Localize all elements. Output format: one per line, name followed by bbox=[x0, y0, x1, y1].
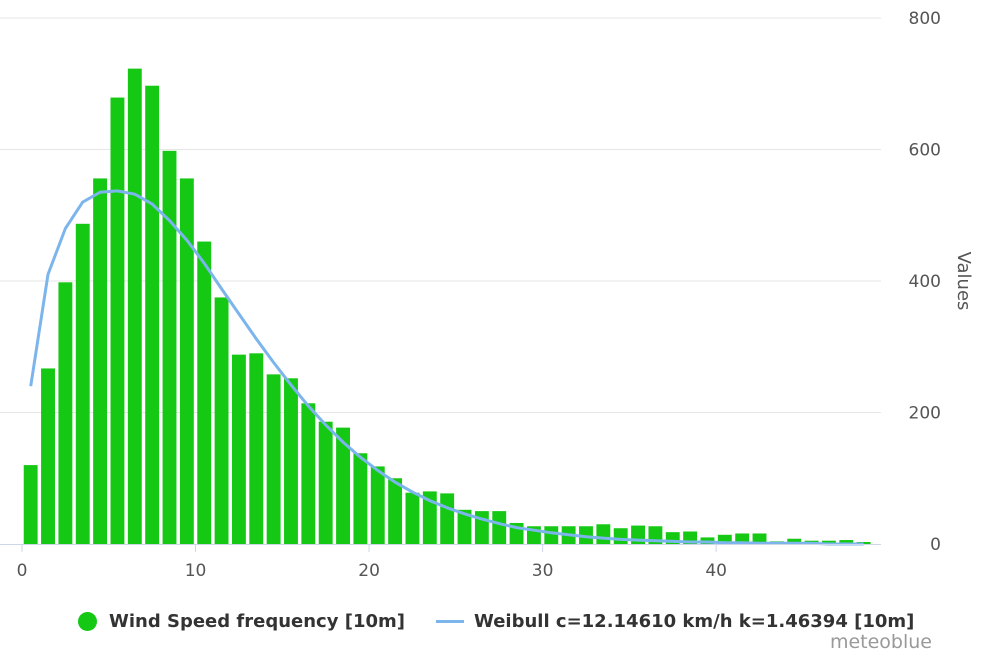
frequency-bar[interactable] bbox=[839, 540, 854, 544]
frequency-bar[interactable] bbox=[388, 478, 403, 544]
frequency-bar[interactable] bbox=[41, 368, 55, 544]
frequency-bar[interactable] bbox=[249, 353, 264, 544]
frequency-bar[interactable] bbox=[127, 68, 142, 544]
y-tick-label: 0 bbox=[930, 535, 941, 555]
y-tick-label: 800 bbox=[909, 9, 941, 29]
y-axis-title: Values bbox=[953, 252, 974, 311]
y-tick-label: 200 bbox=[909, 404, 941, 424]
frequency-bar[interactable] bbox=[596, 524, 611, 544]
frequency-bar[interactable] bbox=[266, 374, 281, 544]
legend-swatch-weibull bbox=[436, 619, 464, 623]
frequency-bar[interactable] bbox=[457, 509, 472, 544]
x-tick-label: 40 bbox=[705, 561, 727, 581]
frequency-bar[interactable] bbox=[752, 533, 767, 544]
frequency-bar[interactable] bbox=[110, 97, 125, 545]
y-tick-label: 400 bbox=[909, 272, 941, 292]
frequency-bar[interactable] bbox=[787, 538, 802, 544]
legend: Wind Speed frequency [10m] Weibull c=12.… bbox=[0, 603, 1000, 639]
weibull-curve bbox=[29, 189, 864, 546]
frequency-bar[interactable] bbox=[145, 85, 160, 544]
frequency-bar[interactable] bbox=[735, 533, 750, 544]
frequency-bar[interactable] bbox=[162, 150, 177, 544]
frequency-bar[interactable] bbox=[405, 492, 420, 544]
frequency-bar[interactable] bbox=[579, 526, 593, 544]
y-axis-ticks: 0 200 400 600 800 bbox=[909, 9, 941, 555]
frequency-bar[interactable] bbox=[318, 421, 333, 544]
frequency-bar[interactable] bbox=[336, 427, 350, 544]
frequency-bar[interactable] bbox=[856, 542, 871, 544]
legend-label-frequency: Wind Speed frequency [10m] bbox=[109, 610, 405, 632]
credit-label[interactable]: meteoblue bbox=[829, 631, 932, 653]
x-axis-ticks: 0 10 20 30 40 bbox=[17, 544, 727, 581]
bar-series bbox=[23, 68, 871, 545]
frequency-bar[interactable] bbox=[284, 378, 298, 544]
x-tick-label: 20 bbox=[358, 561, 380, 581]
frequency-bar[interactable] bbox=[23, 465, 38, 544]
x-tick-label: 30 bbox=[532, 561, 554, 581]
frequency-bar[interactable] bbox=[665, 532, 680, 544]
frequency-bar[interactable] bbox=[492, 511, 507, 544]
frequency-bar[interactable] bbox=[821, 540, 836, 544]
frequency-bar[interactable] bbox=[179, 178, 194, 544]
frequency-bar[interactable] bbox=[440, 493, 455, 544]
frequency-bar[interactable] bbox=[231, 354, 246, 544]
frequency-bar[interactable] bbox=[370, 466, 385, 544]
frequency-bar[interactable] bbox=[301, 403, 316, 544]
legend-swatch-frequency bbox=[78, 611, 97, 631]
frequency-bar[interactable] bbox=[75, 223, 90, 545]
frequency-bar[interactable] bbox=[93, 178, 108, 544]
x-tick-label: 10 bbox=[185, 561, 207, 581]
legend-item-frequency[interactable]: Wind Speed frequency [10m] bbox=[78, 603, 405, 639]
frequency-bar[interactable] bbox=[422, 491, 437, 544]
legend-item-weibull[interactable]: Weibull c=12.14610 km/h k=1.46394 [10m] bbox=[436, 603, 914, 639]
legend-label-weibull: Weibull c=12.14610 km/h k=1.46394 [10m] bbox=[474, 610, 915, 632]
frequency-bar[interactable] bbox=[613, 528, 628, 544]
frequency-bar[interactable] bbox=[214, 297, 229, 544]
frequency-bar[interactable] bbox=[717, 534, 732, 544]
chart: 0 10 20 30 40 0 200 400 600 800 Values bbox=[0, 9, 974, 581]
frequency-bar[interactable] bbox=[197, 241, 212, 545]
x-tick-label: 0 bbox=[17, 561, 28, 581]
frequency-bar[interactable] bbox=[353, 453, 368, 544]
frequency-bar[interactable] bbox=[544, 526, 559, 544]
y-tick-label: 600 bbox=[909, 141, 941, 161]
frequency-bar[interactable] bbox=[58, 282, 73, 544]
